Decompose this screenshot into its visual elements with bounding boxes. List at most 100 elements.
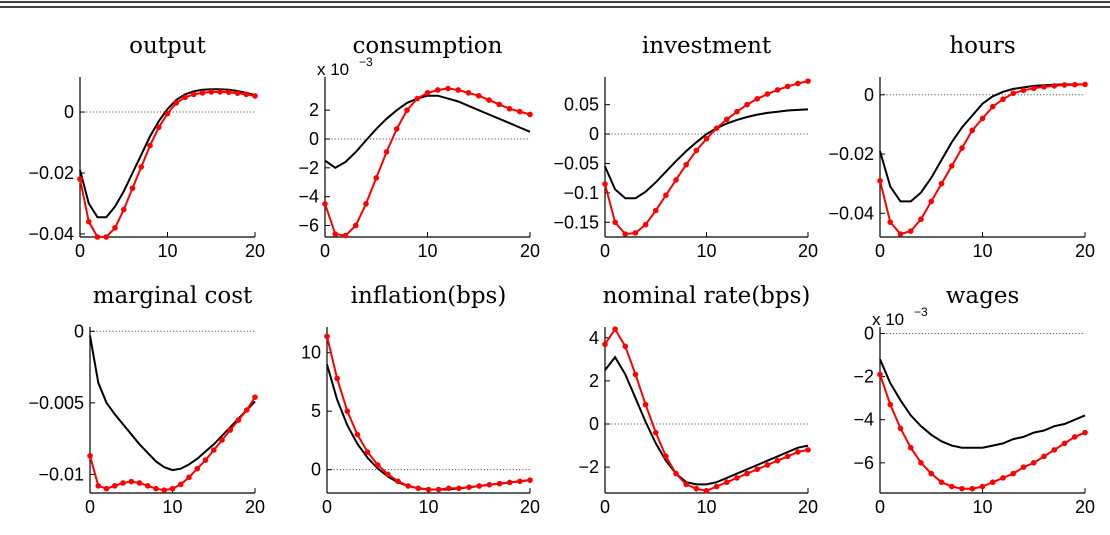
chart-title: consumption <box>353 33 503 59</box>
series-point-red <box>404 107 410 113</box>
series-point-red <box>1010 470 1017 477</box>
series-point-red <box>989 479 996 486</box>
series-point-red <box>764 91 771 97</box>
x-tick-label: 0 <box>322 497 332 517</box>
series-point-red <box>744 101 750 108</box>
x-tick-label: 10 <box>417 241 437 261</box>
series-point-red <box>155 124 162 131</box>
y-tick-label: 0.05 <box>564 95 599 115</box>
series-point-red <box>969 485 976 492</box>
series-point-red <box>332 231 339 237</box>
chart-panel-5: marginal cost 0 10 20 0 −0.005 −0.01 <box>28 283 265 517</box>
series-point-red <box>877 177 883 184</box>
x-tick-label: 10 <box>162 497 182 517</box>
series-line-red <box>879 374 1086 490</box>
series-point-red <box>465 90 472 96</box>
series-point-red <box>322 201 328 207</box>
series-point-red <box>887 219 894 225</box>
series-point-red <box>754 95 761 102</box>
series-point-red <box>425 486 432 493</box>
series-point-red <box>136 480 143 486</box>
series-point-red <box>1020 464 1027 470</box>
y-tick-label: 0 <box>311 460 321 480</box>
chart-panel-6: inflation(bps) 0 10 20 10 5 0 <box>301 283 540 517</box>
series-point-red <box>703 488 710 494</box>
series-point-red <box>486 97 492 103</box>
series-point-red <box>364 449 371 455</box>
x-tick-label: 0 <box>600 241 610 261</box>
series-line-red <box>326 336 531 491</box>
y-tick-label: 4 <box>589 328 599 348</box>
y-tick-label: 0 <box>589 124 599 144</box>
series-point-red <box>129 185 136 192</box>
series-point-red <box>516 108 523 115</box>
series-point-red <box>506 479 513 486</box>
y-tick-label: −2 <box>298 158 319 178</box>
series-line-black <box>604 355 809 486</box>
series-point-red <box>199 90 206 96</box>
series-point-red <box>612 326 618 332</box>
series-point-red <box>948 483 955 490</box>
series-point-red <box>435 486 442 493</box>
series-point-red <box>103 234 110 240</box>
y-tick-label: −0.02 <box>28 163 74 183</box>
series-point-red <box>243 91 250 98</box>
chart-panel-3: investment 0 10 20 0.05 0 −0.05 −0.1 −0.15 <box>553 33 818 261</box>
series-point-red <box>1041 83 1047 90</box>
series-point-red <box>907 228 914 234</box>
y-tick-label: −2 <box>578 457 599 477</box>
series-point-red <box>632 371 639 378</box>
x-tick-label: 0 <box>75 241 85 261</box>
series-point-red <box>1010 90 1017 97</box>
y-tick-label: −0.04 <box>28 224 74 244</box>
series-point-red <box>405 483 412 489</box>
series-point-red <box>1061 440 1068 447</box>
y-tick-label: −4 <box>853 410 874 430</box>
series-point-red <box>754 466 761 473</box>
series-point-red <box>235 417 242 423</box>
series-point-red <box>1071 81 1078 88</box>
x-tick-label: 0 <box>600 497 610 517</box>
x-tick-label: 20 <box>245 497 265 517</box>
series-point-red <box>693 485 700 492</box>
y-tick-label: −0.01 <box>38 464 84 484</box>
series-point-red <box>642 401 649 408</box>
series-point-red <box>989 103 996 110</box>
x-tick-label: 20 <box>798 497 818 517</box>
series-point-red <box>734 108 740 115</box>
series-point-red <box>324 333 330 340</box>
series-point-red <box>784 453 791 460</box>
series-point-red <box>227 427 234 433</box>
series-point-red <box>506 105 513 112</box>
series-point-red <box>363 201 369 207</box>
series-point-red <box>112 225 118 231</box>
x-tick-label: 10 <box>972 497 992 517</box>
series-point-red <box>153 485 159 492</box>
y-tick-label: 2 <box>309 100 319 120</box>
series-point-red <box>383 149 390 155</box>
series-point-red <box>87 452 93 459</box>
y-tick-label: −0.05 <box>553 153 599 173</box>
y-tick-label: 0 <box>864 85 874 105</box>
series-point-red <box>724 479 730 486</box>
x-tick-label: 20 <box>1075 241 1095 261</box>
series-line-black <box>324 94 531 169</box>
series-point-red <box>342 232 349 239</box>
y-tick-label: 0 <box>864 323 874 343</box>
chart-panel-1: output 0 10 20 0 −0.02 −0.04 <box>28 33 265 261</box>
series-point-red <box>94 234 101 240</box>
series-line-red <box>324 87 531 237</box>
y-tick-label: 0 <box>74 321 84 341</box>
series-point-red <box>805 447 811 453</box>
series-point-red <box>622 343 629 350</box>
series-line-black <box>326 364 531 491</box>
series-point-red <box>622 231 629 237</box>
series-point-red <box>169 485 176 492</box>
series-point-red <box>1000 475 1006 481</box>
series-point-red <box>173 100 180 106</box>
series-point-red <box>1082 81 1088 88</box>
series-point-red <box>612 219 618 226</box>
series-point-red <box>466 484 472 490</box>
